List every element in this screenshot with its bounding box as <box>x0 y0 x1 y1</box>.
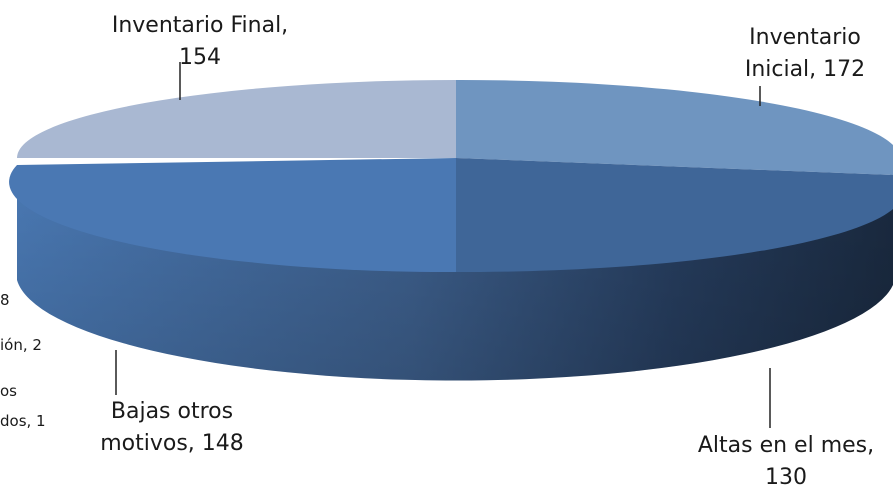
label-inventario-inicial-line1: Inventario <box>749 25 861 50</box>
slice-altas-en-el-mes <box>456 158 893 273</box>
label-altas-line2: 130 <box>765 465 807 489</box>
partial-label-3: os <box>0 382 17 400</box>
label-inventario-final-line1: Inventario Final, <box>112 13 288 38</box>
label-bajas-line2: motivos, 148 <box>100 431 244 456</box>
pie-side-shade <box>17 165 893 381</box>
slice-bajas-otros-motivos <box>9 158 457 273</box>
label-altas-line1: Altas en el mes, <box>698 433 874 458</box>
slice-inventario-final <box>17 80 456 158</box>
partial-label-1: 8 <box>0 291 10 309</box>
partial-label-2: ión, 2 <box>0 336 42 354</box>
label-bajas-line1: Bajas otros <box>111 399 233 424</box>
label-inventario-inicial-line2: Inicial, 172 <box>745 57 865 82</box>
partial-label-4: dos, 1 <box>0 412 46 430</box>
slice-inventario-inicial <box>456 79 893 175</box>
label-inventario-final-line2: 154 <box>179 45 221 70</box>
